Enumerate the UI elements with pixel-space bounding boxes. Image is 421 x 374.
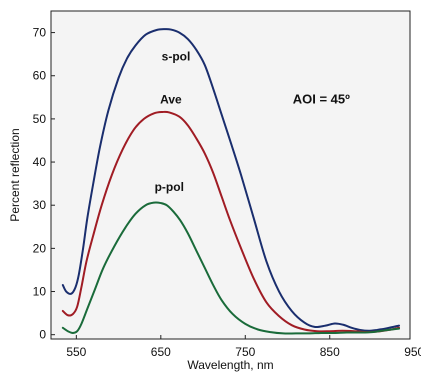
y-tick-label: 70 [33, 26, 47, 40]
series-line-2 [61, 110, 401, 334]
plot-background [51, 11, 410, 339]
x-tick-label: 950 [404, 345, 421, 359]
chart-annotation: p-pol [155, 180, 184, 194]
x-ticks: 550 650 750 850 950 [66, 335, 421, 359]
chart-annotation: Ave [160, 92, 182, 106]
annotations: s-pol Ave p-pol AOI = 45º [155, 49, 351, 194]
x-tick-label: 850 [320, 345, 340, 359]
series-line-3 [61, 201, 401, 335]
plot-frame [50, 10, 411, 340]
x-tick-label: 650 [151, 345, 171, 359]
x-tick-label: 550 [66, 345, 86, 359]
y-tick-label: 30 [33, 198, 47, 212]
x-axis-label: Wavelength, nm [187, 358, 273, 372]
y-tick-label: 60 [33, 69, 47, 83]
series-layer [61, 28, 401, 335]
y-ticks: 0 10 20 30 40 50 60 70 [33, 26, 55, 342]
x-tick-label: 750 [235, 345, 255, 359]
y-tick-label: 50 [33, 112, 47, 126]
chart-annotation: s-pol [162, 49, 191, 63]
y-axis-label: Percent reflection [8, 128, 22, 221]
y-tick-label: 10 [33, 285, 47, 299]
chart-annotation: AOI = 45º [293, 91, 350, 106]
y-tick-label: 20 [33, 241, 47, 255]
y-tick-label: 40 [33, 155, 47, 169]
series-line-1 [61, 28, 401, 332]
y-tick-label: 0 [39, 328, 46, 342]
